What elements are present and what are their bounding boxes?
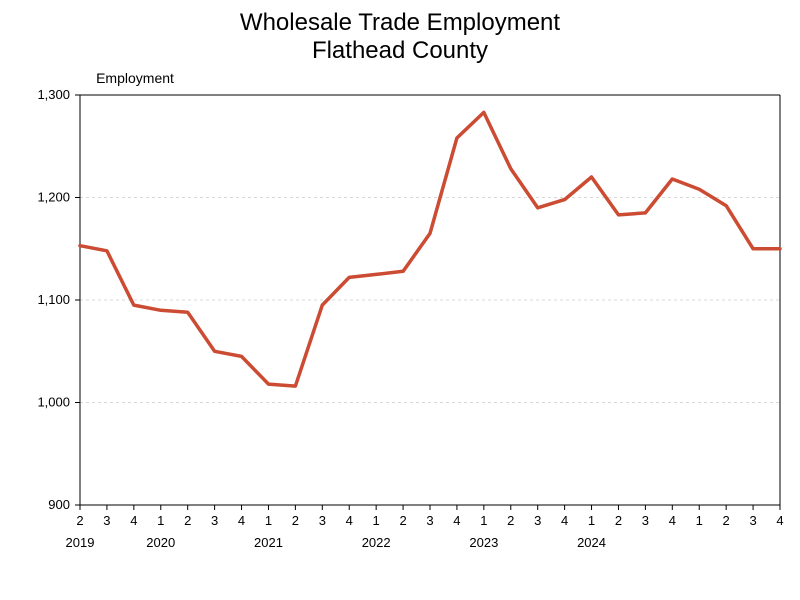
- x-tick-label-year: 2019: [66, 535, 95, 550]
- x-tick-label-quarter: 3: [534, 513, 541, 528]
- x-tick-label-year: 2023: [469, 535, 498, 550]
- x-tick-label-quarter: 4: [561, 513, 568, 528]
- x-tick-label-quarter: 3: [103, 513, 110, 528]
- x-tick-label-quarter: 1: [265, 513, 272, 528]
- x-tick-label-quarter: 4: [238, 513, 245, 528]
- x-tick-label-quarter: 2: [723, 513, 730, 528]
- x-tick-label-quarter: 2: [615, 513, 622, 528]
- x-tick-label-quarter: 2: [399, 513, 406, 528]
- x-tick-label-quarter: 3: [319, 513, 326, 528]
- x-tick-label-quarter: 1: [480, 513, 487, 528]
- y-tick-label: 1,200: [37, 190, 70, 205]
- x-tick-label-year: 2020: [146, 535, 175, 550]
- x-tick-label-quarter: 4: [130, 513, 137, 528]
- x-tick-label-quarter: 4: [776, 513, 783, 528]
- x-tick-label-quarter: 1: [157, 513, 164, 528]
- y-tick-label: 1,000: [37, 395, 70, 410]
- y-axis-label: Employment: [96, 70, 174, 86]
- x-tick-label-quarter: 1: [373, 513, 380, 528]
- line-chart-svg: Wholesale Trade EmploymentFlathead Count…: [0, 0, 800, 600]
- x-tick-label-quarter: 4: [346, 513, 353, 528]
- chart-title-line2: Flathead County: [312, 37, 488, 64]
- y-tick-label: 900: [48, 497, 70, 512]
- x-tick-label-quarter: 2: [507, 513, 514, 528]
- x-tick-label-quarter: 2: [292, 513, 299, 528]
- x-tick-label-year: 2022: [362, 535, 391, 550]
- chart-container: Wholesale Trade EmploymentFlathead Count…: [0, 0, 800, 600]
- x-tick-label-quarter: 3: [749, 513, 756, 528]
- chart-title-line1: Wholesale Trade Employment: [240, 9, 560, 36]
- y-tick-label: 1,100: [37, 292, 70, 307]
- x-tick-label-year: 2021: [254, 535, 283, 550]
- x-tick-label-quarter: 2: [76, 513, 83, 528]
- y-tick-label: 1,300: [37, 87, 70, 102]
- x-tick-label-quarter: 1: [696, 513, 703, 528]
- x-tick-label-quarter: 4: [453, 513, 460, 528]
- x-tick-label-quarter: 4: [669, 513, 676, 528]
- x-tick-label-quarter: 3: [211, 513, 218, 528]
- x-tick-label-quarter: 3: [426, 513, 433, 528]
- x-tick-label-quarter: 1: [588, 513, 595, 528]
- x-tick-label-quarter: 2: [184, 513, 191, 528]
- x-tick-label-year: 2024: [577, 535, 606, 550]
- x-tick-label-quarter: 3: [642, 513, 649, 528]
